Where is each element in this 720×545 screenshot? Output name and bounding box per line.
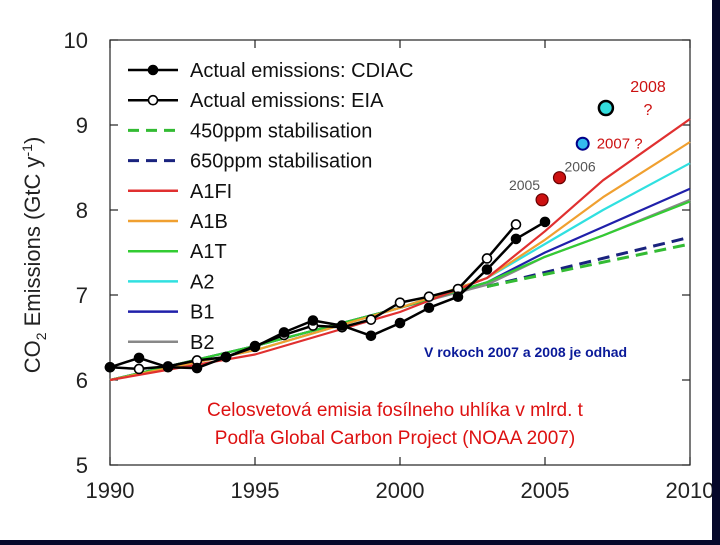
y-tick-label: 8 [76,198,88,223]
legend-label: A1B [190,211,228,233]
cdiac-point [191,362,203,374]
legend-label: A1T [190,241,227,263]
highlight-point-2007 [575,136,590,151]
cdiac-point [481,264,493,275]
cdiac-point [423,302,435,314]
eia-point [423,291,435,303]
axes-group: 1990 1995 2000 2005 2010 5 6 7 8 9 10 [64,28,715,503]
legend: Actual emissions: CDIAC Actual emissions:… [128,60,413,354]
x-tick-label: 1995 [231,478,280,503]
y-axis-label: CO2 Emissions (GtC y-1) [19,137,49,374]
legend-label: 650ppm stabilisation [190,151,372,173]
legend-label: Actual emissions: EIA [190,90,384,112]
eia-point [510,219,522,230]
highlight-label-2006: 2006 [565,159,596,175]
cdiac-point [510,233,522,245]
legend-marker [147,64,159,76]
eia-point [481,253,493,264]
chart-title-line-2: Podľa Global Carbon Project (NOAA 2007) [215,428,575,449]
legend-label: A2 [190,271,214,293]
cdiac-point [278,327,290,338]
legend-label: A1FI [190,181,232,203]
highlight-label-2005: 2005 [509,177,540,193]
x-tick-label: 2010 [666,478,712,503]
legend-label: B1 [190,302,214,324]
y-tick-label: 7 [76,283,88,308]
cdiac-point [249,341,261,353]
highlight-label-2008-q: ? [644,102,653,119]
markers-group [104,216,551,375]
x-tick-label: 2000 [376,478,425,503]
x-tick-label: 2005 [521,478,570,503]
eia-point [365,314,377,325]
legend-label: B2 [190,332,214,354]
cdiac-point [539,216,551,228]
cdiac-point [336,320,348,331]
legend-marker [147,94,159,106]
co2-emissions-chart: 1990 1995 2000 2005 2010 5 6 7 8 9 10 2005 20062007… [19,28,715,503]
chart-title-line-1: Celosvetová emisia fosílneho uhlíka v ml… [207,400,584,421]
series-line-actual-emissions-cdiac [109,220,546,370]
eia-point [133,363,145,375]
series-line-650ppm-stabilisation [486,235,691,288]
cdiac-point [365,330,377,342]
y-tick-label: 9 [76,113,88,138]
series-line-a1fi [109,118,691,382]
highlight-point-2008 [597,99,615,117]
cdiac-point [133,352,145,364]
y-tick-label: 5 [76,453,88,478]
highlight-point-2006 [552,171,567,185]
legend-label: 450ppm stabilisation [190,120,372,142]
eia-point [394,297,406,308]
cdiac-point [104,361,116,373]
series-line-450ppm-stabilisation [486,242,691,288]
estimate-note: V rokoch 2007 a 2008 je odhad [424,344,627,360]
legend-label: Actual emissions: CDIAC [190,60,413,82]
highlight-point-2005 [535,193,549,207]
cdiac-point [220,351,232,363]
cdiac-point [307,315,319,326]
y-axis-title: CO2 Emissions (GtC y-1) [19,137,49,374]
cdiac-point [394,317,406,329]
cdiac-point [452,291,464,303]
highlight-label-2007: 2007 ? [597,136,643,153]
cdiac-point [162,361,174,373]
y-tick-label: 6 [76,368,88,393]
highlight-label-2008: 2008 [630,79,666,96]
y-tick-label: 10 [64,28,88,53]
x-tick-label: 1990 [86,478,135,503]
